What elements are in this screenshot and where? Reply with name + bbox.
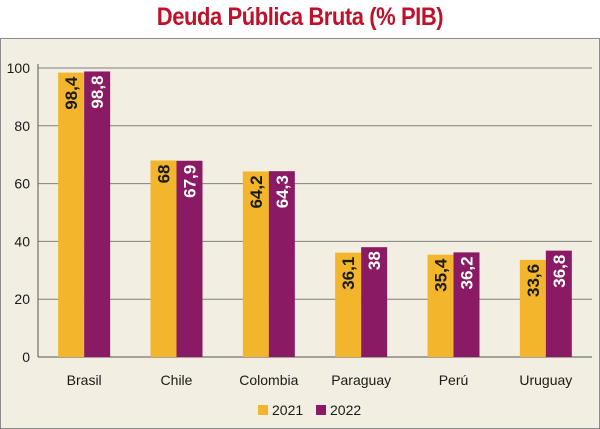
y-tick-label: 80 — [14, 118, 30, 134]
bar-value-label: 35,4 — [432, 258, 451, 292]
bar-2022[interactable] — [268, 171, 295, 357]
bar-2021[interactable] — [335, 252, 362, 357]
chart-title: Deuda Pública Bruta (% PIB) — [156, 3, 444, 31]
bar-value-label: 36,2 — [458, 256, 477, 289]
bar-value-label: 98,8 — [88, 75, 107, 108]
y-tick-label: 20 — [14, 291, 30, 307]
x-category-label: Chile — [161, 372, 193, 388]
bar-value-label: 36,8 — [550, 255, 569, 288]
x-category-label: Uruguay — [519, 372, 572, 388]
bar-2021[interactable] — [427, 254, 454, 357]
legend-label: 2022 — [330, 402, 361, 418]
x-category-label: Paraguay — [331, 372, 391, 388]
bar-value-label: 64,2 — [247, 175, 266, 208]
y-tick-label: 0 — [22, 349, 30, 365]
bar-2022[interactable] — [545, 250, 572, 357]
bar-2022[interactable] — [176, 160, 203, 357]
y-tick-label: 40 — [14, 233, 30, 249]
bar-2022[interactable] — [84, 71, 111, 357]
bar-value-label: 33,6 — [524, 264, 543, 297]
legend-swatch-2021 — [258, 405, 268, 415]
bar-value-label: 98,4 — [62, 76, 81, 110]
bar-2021[interactable] — [519, 259, 546, 357]
bar-2022[interactable] — [361, 247, 388, 357]
x-category-label: Perú — [439, 372, 469, 388]
bar-value-label: 36,1 — [339, 257, 358, 290]
bar-value-label: 68 — [155, 164, 174, 183]
x-category-label: Colombia — [239, 372, 298, 388]
bar-value-label: 64,3 — [273, 175, 292, 208]
x-category-label: Brasil — [67, 372, 102, 388]
legend-label: 2021 — [272, 402, 303, 418]
bar-2022[interactable] — [453, 252, 480, 357]
y-tick-label: 100 — [7, 60, 31, 76]
bar-2021[interactable] — [58, 72, 85, 358]
legend-swatch-2022 — [316, 405, 326, 415]
bar-value-label: 38 — [365, 251, 384, 270]
bar-2021[interactable] — [242, 171, 269, 357]
y-tick-label: 60 — [14, 176, 30, 192]
bar-2021[interactable] — [150, 160, 177, 357]
bar-value-label: 67,9 — [181, 165, 200, 198]
